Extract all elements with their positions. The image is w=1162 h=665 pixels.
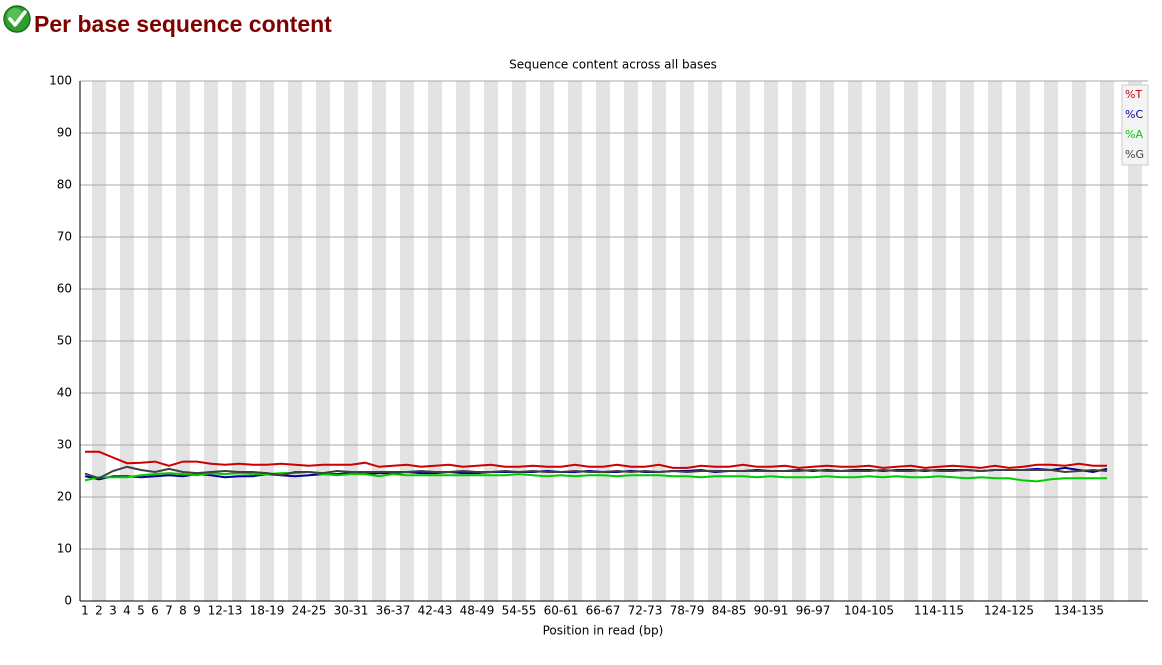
- x-tick-label: 18-19: [250, 604, 285, 618]
- x-tick-label: 84-85: [712, 604, 747, 618]
- x-tick-label: 48-49: [460, 604, 495, 618]
- series-line: [84, 470, 1107, 483]
- x-tick-label: 12-13: [208, 604, 243, 618]
- y-tick-label: 100: [49, 74, 72, 88]
- x-tick-label: 30-31: [334, 604, 369, 618]
- x-tick-label: 9: [193, 604, 201, 618]
- x-tick-label: 90-91: [754, 604, 789, 618]
- y-tick-label: 70: [57, 230, 72, 244]
- status-icon: [3, 5, 31, 33]
- x-tick-label: 6: [151, 604, 159, 618]
- y-tick-label: 90: [57, 126, 72, 140]
- series-line: [84, 465, 1108, 480]
- x-tick-label: 4: [123, 604, 131, 618]
- chart-title: Sequence content across all bases: [509, 58, 717, 72]
- x-tick-label: 124-125: [984, 604, 1034, 618]
- x-tick-label: 24-25: [292, 604, 327, 618]
- x-tick-label: 78-79: [670, 604, 705, 618]
- y-tick-label: 20: [57, 490, 72, 504]
- plot: [84, 450, 1108, 483]
- y-tick-label: 10: [57, 542, 72, 556]
- x-tick-label: 72-73: [628, 604, 663, 618]
- series-line: [85, 450, 1107, 469]
- x-tick-label: 2: [95, 604, 103, 618]
- y-tick-label: 60: [57, 282, 72, 296]
- x-axis-label: Position in read (bp): [543, 624, 664, 638]
- legend-label: %G: [1125, 148, 1144, 161]
- legend-box: [1121, 84, 1149, 166]
- y-tick-label: 50: [57, 334, 72, 348]
- page-title: Per base sequence content: [34, 11, 332, 37]
- legend-label: %A: [1125, 128, 1143, 141]
- x-tick-label: 8: [179, 604, 187, 618]
- y-tick-label: 30: [57, 438, 72, 452]
- x-tick-label: 114-115: [914, 604, 964, 618]
- x-tick-label: 54-55: [502, 604, 537, 618]
- legend-label: %C: [1125, 108, 1143, 121]
- x-tick-label: 60-61: [544, 604, 579, 618]
- x-tick-label: 1: [81, 604, 89, 618]
- y-tick-label: 40: [57, 386, 72, 400]
- y-tick-label: 0: [64, 594, 72, 608]
- x-tick-label: 3: [109, 604, 117, 618]
- x-tick-label: 134-135: [1054, 604, 1104, 618]
- x-tick-label: 5: [137, 604, 145, 618]
- x-tick-label: 104-105: [844, 604, 894, 618]
- x-tick-label: 7: [165, 604, 173, 618]
- y-tick-label: 80: [57, 178, 72, 192]
- x-tick-label: 42-43: [418, 604, 453, 618]
- x-tick-label: 96-97: [796, 604, 831, 618]
- x-tick-label: 66-67: [586, 604, 621, 618]
- x-tick-label: 36-37: [376, 604, 411, 618]
- legend-label: %T: [1125, 88, 1142, 101]
